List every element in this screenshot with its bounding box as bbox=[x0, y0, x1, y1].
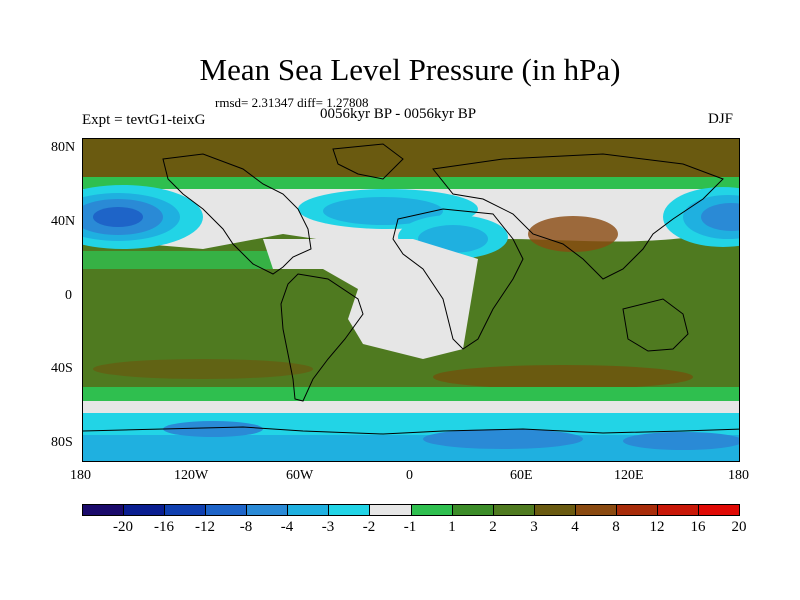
colorbar-swatch bbox=[575, 505, 617, 515]
field-south-green bbox=[83, 387, 739, 403]
x-tick-label: 180 bbox=[70, 468, 91, 483]
colorbar-swatch bbox=[165, 505, 207, 515]
colorbar-label: 20 bbox=[731, 519, 747, 535]
field-antarctic-3 bbox=[423, 429, 583, 449]
period-label: 0056kyr BP - 0056kyr BP bbox=[320, 106, 477, 122]
y-tick-label: 80S bbox=[51, 435, 73, 450]
colorbar-label: 1 bbox=[448, 519, 456, 535]
experiment-label: Expt = tevtG1-teixG bbox=[82, 112, 206, 128]
coast-greenland bbox=[332, 143, 404, 180]
colorbar-label: -4 bbox=[280, 519, 294, 535]
colorbar-label: 16 bbox=[690, 519, 706, 535]
field-asia-high bbox=[528, 216, 618, 252]
colorbar-swatch bbox=[657, 505, 699, 515]
colorbar-swatch bbox=[370, 505, 412, 515]
field-south-gray bbox=[83, 401, 739, 415]
field-npac-low-w4 bbox=[93, 207, 143, 227]
colorbar-label: -8 bbox=[239, 519, 253, 535]
colorbar-swatch bbox=[493, 505, 535, 515]
colorbar-swatch bbox=[411, 505, 453, 515]
x-tick-label: 120E bbox=[614, 468, 644, 483]
x-tick-label: 120W bbox=[174, 468, 209, 483]
field-satl-gray bbox=[263, 239, 478, 359]
colorbar-swatch bbox=[247, 505, 289, 515]
colorbar-swatch bbox=[288, 505, 330, 515]
y-tick-label: 80N bbox=[51, 140, 76, 155]
colorbar-label: 8 bbox=[612, 519, 620, 535]
x-tick-label: 60E bbox=[510, 468, 533, 483]
colorbar-swatch bbox=[698, 505, 739, 515]
field-antarctic-5 bbox=[163, 421, 263, 437]
colorbar-label: -2 bbox=[362, 519, 376, 535]
coast-eurasia bbox=[432, 153, 724, 280]
colorbar-label: -12 bbox=[195, 519, 215, 535]
coast-north-america bbox=[162, 153, 312, 275]
y-tick-label: 40S bbox=[51, 361, 73, 376]
coast-africa-europe bbox=[392, 208, 524, 350]
x-tick-label: 60W bbox=[286, 468, 314, 483]
colorbar-label: -16 bbox=[154, 519, 174, 535]
colorbar-label: 12 bbox=[649, 519, 665, 535]
colorbar-label: -1 bbox=[403, 519, 417, 535]
colorbar-swatch bbox=[329, 505, 371, 515]
y-tick-label: 40N bbox=[51, 214, 76, 229]
x-tick-label: 180 bbox=[728, 468, 749, 483]
colorbar-swatch bbox=[83, 505, 125, 515]
colorbar-swatch bbox=[124, 505, 166, 515]
field-npac-low-e3 bbox=[701, 203, 739, 231]
field-socean-brown-1 bbox=[433, 365, 693, 389]
coastlines bbox=[83, 143, 739, 435]
field-socean-brown-2 bbox=[93, 359, 313, 379]
x-tick-label: 0 bbox=[406, 468, 413, 483]
map-plot-area bbox=[82, 138, 740, 462]
colorbar-label: -20 bbox=[113, 519, 133, 535]
pressure-field-map bbox=[83, 139, 739, 461]
season-label: DJF bbox=[708, 111, 734, 127]
colorbar-swatch bbox=[534, 505, 576, 515]
y-tick-label: 0 bbox=[65, 288, 72, 303]
colorbar-label: 4 bbox=[571, 519, 579, 535]
coast-south-america bbox=[280, 273, 364, 402]
colorbar-swatch bbox=[616, 505, 658, 515]
field-natl-2 bbox=[323, 197, 443, 225]
colorbar-label: 3 bbox=[530, 519, 538, 535]
colorbar-swatch bbox=[452, 505, 494, 515]
stats-text: rmsd= 2.31347 diff= 1.27808 bbox=[215, 95, 369, 110]
field-arctic bbox=[83, 139, 739, 179]
colorbar-label: -3 bbox=[321, 519, 335, 535]
coast-australia bbox=[622, 298, 689, 352]
field-north-band bbox=[83, 177, 739, 191]
colorbar-swatch bbox=[206, 505, 248, 515]
map-title: Mean Sea Level Pressure (in hPa) bbox=[199, 52, 621, 87]
colorbar bbox=[82, 504, 740, 516]
field-antarctic-4 bbox=[623, 432, 739, 450]
colorbar-label: 2 bbox=[489, 519, 497, 535]
coast-antarctica bbox=[83, 426, 739, 435]
